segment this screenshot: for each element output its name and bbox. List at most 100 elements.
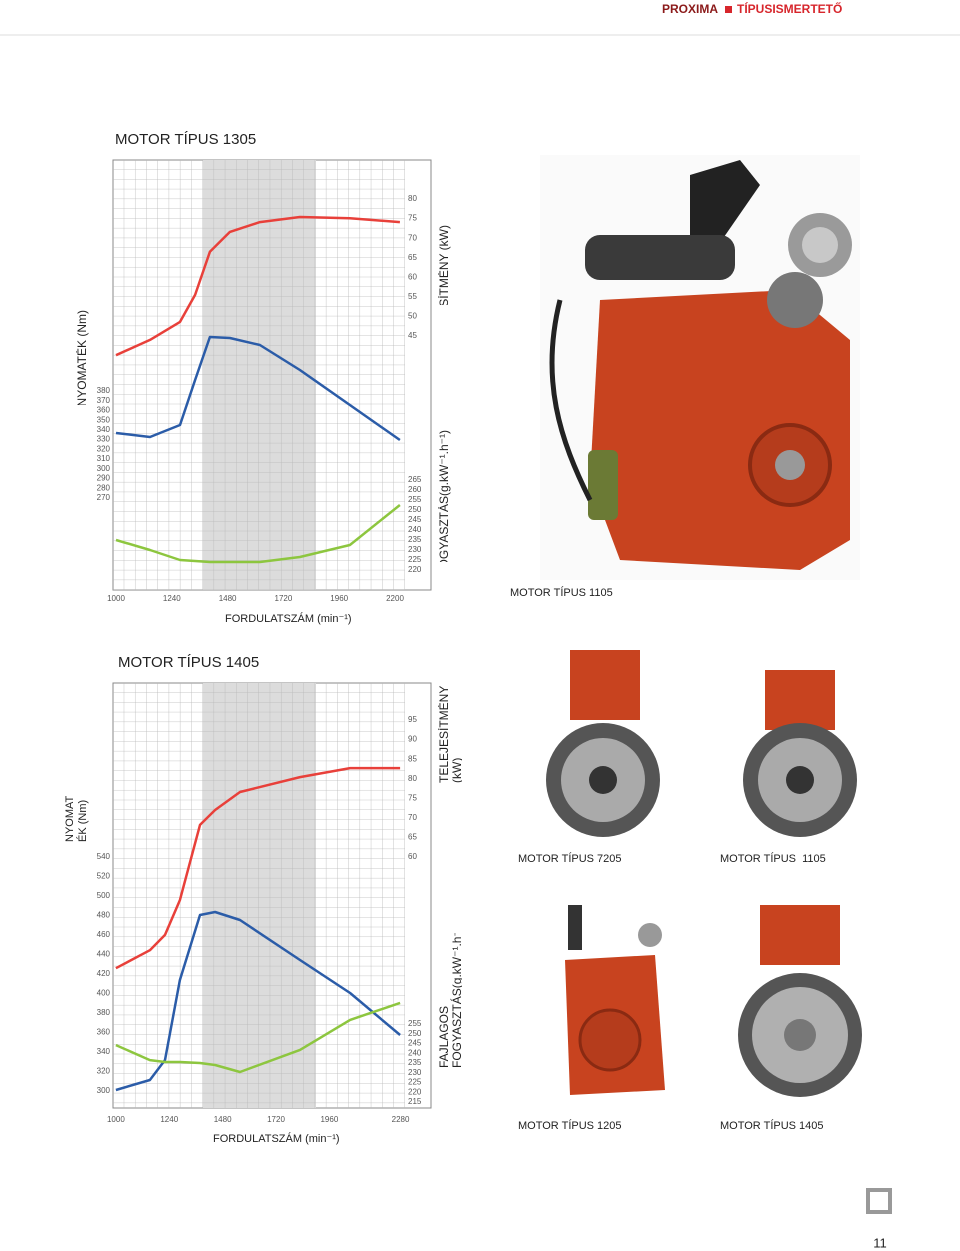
y-tick-label: 360 [97,406,111,415]
y3-tick-label: 215 [408,1097,422,1106]
y-tick-label: 540 [97,852,111,861]
photo-caption: MOTOR TÍPUS 1405 [720,1119,824,1132]
y3-tick-label: 220 [408,1087,422,1096]
chart-title: MOTOR TÍPUS 1405 [118,654,259,671]
series-line [115,504,401,564]
y3-tick-label: 265 [408,475,422,484]
y-tick-label: 380 [97,386,111,395]
y3-tick-label: 245 [408,1039,422,1048]
y-tick-label: 460 [97,930,111,939]
y2-axis-label-text: TELJESÍTMÉNY (kW) [438,225,451,305]
series-line [115,766,401,970]
x-tick-label: 1720 [275,594,293,603]
y-axis-label: NYOMATÉK (Nm) [76,310,92,405]
photo-caption: MOTOR TÍPUS 1205 [518,1119,622,1132]
y3-tick-label: 230 [408,545,422,554]
y2-tick-label: 95 [408,715,417,724]
y-tick-label: 290 [97,474,111,483]
header-square [725,6,732,13]
y-tick-label: 300 [97,1086,111,1095]
y3-tick-label: 240 [408,1048,422,1057]
x-tick-label: 1000 [107,1115,125,1124]
y-tick-label: 370 [97,396,111,405]
x-tick-label: 1480 [219,594,237,603]
page-icon [866,1188,892,1214]
x-tick-label: 1960 [320,1115,338,1124]
x-tick-label: 1240 [160,1115,178,1124]
y3-tick-label: 235 [408,535,422,544]
grid [113,683,405,1108]
series-line [115,335,401,442]
x-axis-label: FORDULATSZÁM (min⁻¹) [213,1132,340,1145]
y2-tick-label: 60 [408,852,417,861]
y3-tick-label: 225 [408,1078,422,1087]
y-tick-label: 440 [97,950,111,959]
y2-tick-label: 65 [408,253,417,262]
x-tick-label: 2280 [392,1115,410,1124]
y3-tick-label: 240 [408,525,422,534]
y2-tick-label: 60 [408,272,417,281]
engine-photo [738,905,862,1097]
x-axis-label: FORDULATSZÁM (min⁻¹) [225,612,352,625]
engine-photo [743,670,857,837]
engine-photo [540,155,860,580]
engine-photo [546,650,660,837]
series-line [115,910,401,1092]
grid [113,160,405,590]
y2-tick-label: 65 [408,833,417,842]
y3-tick-label: 260 [408,485,422,494]
y-tick-label: 420 [97,969,111,978]
y3-tick-label: 230 [408,1068,422,1077]
y2-tick-label: 45 [408,331,417,340]
y2-tick-label: 75 [408,793,417,802]
y3-tick-label: 250 [408,1029,422,1038]
y2-axis-label: TELJESÍTMÉNY (kW) [438,225,454,305]
y-tick-label: 360 [97,1028,111,1037]
y-tick-label: 320 [97,444,111,453]
page-number: 11 [873,1235,887,1250]
chart-title: MOTOR TÍPUS 1305 [115,131,256,148]
y2-axis-label: TELEJESÍTMÉNY (kW) [438,685,462,783]
y-tick-label: 480 [97,911,111,920]
y3-tick-label: 255 [408,1019,422,1028]
y-tick-label: 500 [97,891,111,900]
y2-tick-label: 50 [408,312,417,321]
y3-tick-label: 220 [408,565,422,574]
x-tick-label: 1960 [330,594,348,603]
y-tick-label: 330 [97,435,111,444]
y3-axis-label: FAJLAGOS FOGYASZTÁS(g.kW⁻¹.h⁻¹) [438,933,462,1068]
y3-axis-label-text: FAJLAGOS FOGYASZTÁS(g.kW⁻¹.h⁻¹) [438,430,451,562]
y-tick-label: 350 [97,415,111,424]
y2-tick-label: 75 [408,214,417,223]
y2-tick-label: 90 [408,735,417,744]
x-tick-label: 1240 [163,594,181,603]
y3-axis-label: FAJLAGOS FOGYASZTÁS(g.kW⁻¹.h⁻¹) [438,430,454,562]
y2-tick-label: 85 [408,754,417,763]
y-axis-label: NYOMAT ÉK (Nm) [64,795,89,842]
y-tick-label: 340 [97,1047,111,1056]
engine-photo [565,905,665,1095]
y-tick-label: 380 [97,1008,111,1017]
brand: PROXIMA [662,2,718,16]
y-tick-label: 320 [97,1067,111,1076]
y3-tick-label: 255 [408,495,422,504]
photo-caption: MOTOR TÍPUS 1105 [510,586,613,599]
y-tick-label: 340 [97,425,111,434]
y-axis-label-text: NYOMATÉK (Nm) [76,310,89,405]
photo-caption: MOTOR TÍPUS 7205 [518,852,622,865]
y-tick-label: 310 [97,454,111,463]
y2-tick-label: 80 [408,774,417,783]
x-tick-label: 1000 [107,594,125,603]
y3-tick-label: 225 [408,555,422,564]
y2-tick-label: 80 [408,194,417,203]
x-tick-label: 1720 [267,1115,285,1124]
photo-caption: MOTOR TÍPUS 1105 [720,852,826,865]
y-tick-label: 520 [97,872,111,881]
series-line [115,1001,401,1074]
x-tick-label: 2200 [386,594,404,603]
y-tick-label: 400 [97,989,111,998]
x-tick-label: 1480 [214,1115,232,1124]
y2-tick-label: 70 [408,233,417,242]
